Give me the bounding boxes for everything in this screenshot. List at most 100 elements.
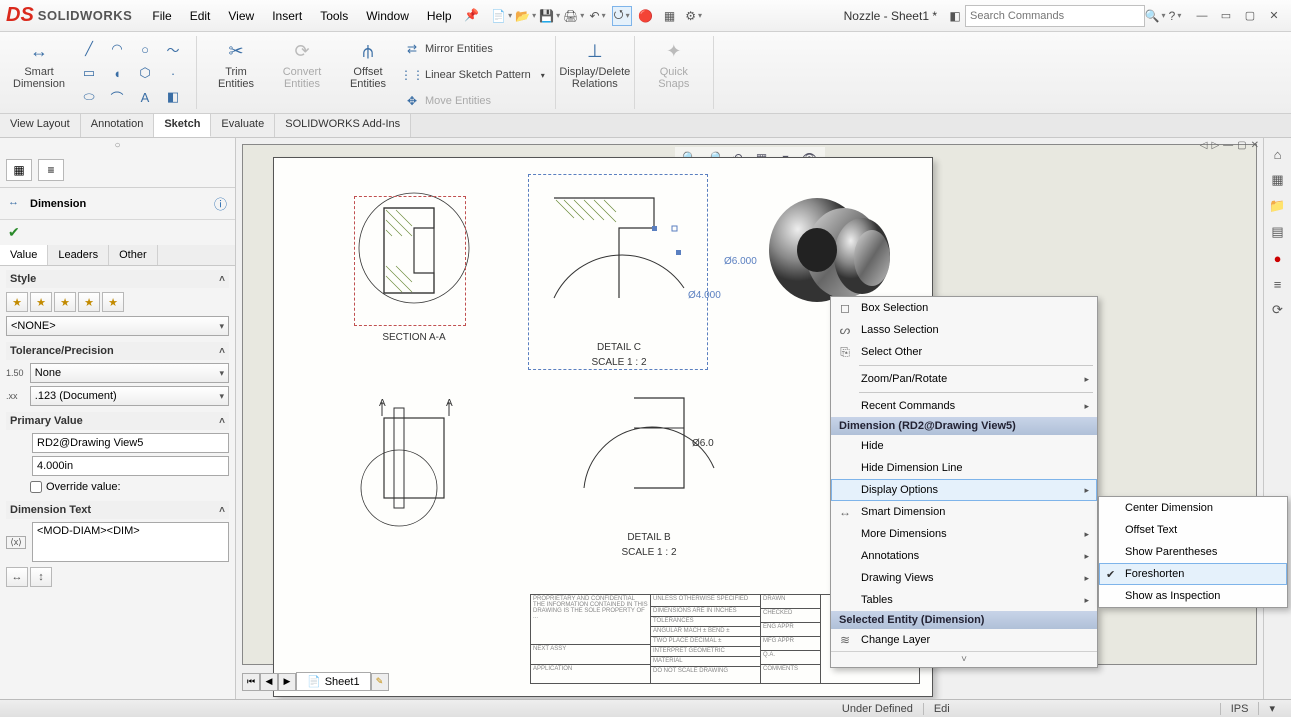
tab-view-layout[interactable]: View Layout xyxy=(0,114,81,137)
dimtext-align-2[interactable]: ↕ xyxy=(30,567,52,587)
library-icon[interactable]: 📁 xyxy=(1268,196,1288,216)
ellipse-tool[interactable]: ⬭ xyxy=(76,86,102,108)
sheet-nav-next[interactable]: ▶ xyxy=(278,673,296,691)
ctx-expand[interactable]: ˅ xyxy=(831,651,1097,667)
style-icon-3[interactable]: ★ xyxy=(54,292,76,312)
panel-help-icon[interactable]: ⓘ xyxy=(214,194,227,213)
text-tool[interactable]: A xyxy=(132,86,158,108)
status-units[interactable]: IPS xyxy=(1220,703,1259,715)
custom-props-icon[interactable]: ≡ xyxy=(1268,274,1288,294)
section-dimtext-header[interactable]: Dimension Text˄ xyxy=(6,501,229,519)
menu-view[interactable]: View xyxy=(220,5,262,27)
open-button[interactable]: 📂 xyxy=(516,6,536,26)
subtab-value[interactable]: Value xyxy=(0,245,48,265)
circle-tool[interactable]: ○ xyxy=(132,38,158,60)
sheet-nav-first[interactable]: ⏮ xyxy=(242,673,260,691)
ctx-hide-dim-line[interactable]: Hide Dimension Line xyxy=(831,457,1097,479)
trim-entities-button[interactable]: ✂ Trim Entities xyxy=(207,38,265,90)
search-input[interactable] xyxy=(970,10,1140,22)
ctx-select-other[interactable]: ⎘Select Other xyxy=(831,341,1097,363)
tab-sketch[interactable]: Sketch xyxy=(154,114,211,137)
menu-window[interactable]: Window xyxy=(358,5,417,27)
mirror-entities-button[interactable]: ⇄Mirror Entities xyxy=(405,38,545,60)
sub-show-inspection[interactable]: Show as Inspection xyxy=(1099,585,1287,607)
pin-icon[interactable]: 📌 xyxy=(462,5,482,25)
mdi-min[interactable]: — xyxy=(1223,140,1233,151)
undo-button[interactable]: ↶ xyxy=(588,6,608,26)
ctx-more-dimensions[interactable]: More Dimensions▸ xyxy=(831,523,1097,545)
mdi-next[interactable]: ▷ xyxy=(1211,140,1219,151)
ctx-recent-commands[interactable]: Recent Commands▸ xyxy=(831,395,1097,417)
smart-dimension-button[interactable]: ↔ Smart Dimension xyxy=(10,38,68,90)
search-target-icon[interactable]: ◧ xyxy=(945,6,965,26)
view-palette-icon[interactable]: ▤ xyxy=(1268,222,1288,242)
spline-tool[interactable]: ～ xyxy=(160,38,186,60)
home-icon[interactable]: ⌂ xyxy=(1268,144,1288,164)
style-icon-4[interactable]: ★ xyxy=(78,292,100,312)
primary-value-field[interactable]: 4.000in xyxy=(32,456,229,476)
print-button[interactable]: 🖨 xyxy=(564,6,584,26)
settings-button[interactable]: ⚙ xyxy=(684,6,704,26)
ctx-hide[interactable]: Hide xyxy=(831,435,1097,457)
subtab-other[interactable]: Other xyxy=(109,245,158,265)
new-button[interactable]: 📄 xyxy=(492,6,512,26)
close-button[interactable]: ✕ xyxy=(1263,6,1285,26)
select-button[interactable]: ⭯ xyxy=(612,6,632,26)
save-button[interactable]: 💾 xyxy=(540,6,560,26)
ctx-annotations[interactable]: Annotations▸ xyxy=(831,545,1097,567)
maximize-button[interactable]: ▢ xyxy=(1239,6,1261,26)
ctx-box-selection[interactable]: ◻Box Selection xyxy=(831,297,1097,319)
mdi-close[interactable]: ✕ xyxy=(1251,140,1259,151)
primary-name-field[interactable]: RD2@Drawing View5 xyxy=(32,433,229,453)
dim-6-000[interactable]: Ø6.000 xyxy=(724,256,757,267)
dim-4-000[interactable]: Ø4.000 xyxy=(688,290,721,301)
arc-tool[interactable]: ◠ xyxy=(104,38,130,60)
ctx-tables[interactable]: Tables▸ xyxy=(831,589,1097,611)
section-aa-view[interactable]: SECTION A-A xyxy=(354,178,474,343)
offset-entities-button[interactable]: ⫛ Offset Entities xyxy=(339,38,397,90)
mdi-prev[interactable]: ◁ xyxy=(1200,140,1208,151)
section-primary-header[interactable]: Primary Value˄ xyxy=(6,412,229,430)
sheet-add[interactable]: ✎ xyxy=(371,673,389,691)
menu-tools[interactable]: Tools xyxy=(312,5,356,27)
dimension-text-field[interactable]: <MOD-DIAM><DIM> xyxy=(32,522,229,562)
override-checkbox[interactable]: Override value: xyxy=(6,479,229,495)
sheet1-tab[interactable]: 📄 Sheet1 xyxy=(296,672,371,691)
rect-tool[interactable]: ▭ xyxy=(76,62,102,84)
sub-show-parentheses[interactable]: Show Parentheses xyxy=(1099,541,1287,563)
ctx-zoom-pan-rotate[interactable]: Zoom/Pan/Rotate▸ xyxy=(831,368,1097,390)
line-tool[interactable]: ╱ xyxy=(76,38,102,60)
dimtext-icon-1[interactable]: ⟨x⟩ xyxy=(6,536,26,549)
tab-annotation[interactable]: Annotation xyxy=(81,114,155,137)
menu-insert[interactable]: Insert xyxy=(264,5,310,27)
menu-edit[interactable]: Edit xyxy=(182,5,219,27)
restore-button[interactable]: ▭ xyxy=(1215,6,1237,26)
sub-center-dimension[interactable]: Center Dimension xyxy=(1099,497,1287,519)
section-style-header[interactable]: Style˄ xyxy=(6,270,229,288)
style-dropdown[interactable]: <NONE> xyxy=(6,316,229,336)
poly-tool[interactable]: ⬡ xyxy=(132,62,158,84)
sub-offset-text[interactable]: Offset Text xyxy=(1099,519,1287,541)
search-commands[interactable] xyxy=(965,5,1145,27)
mdi-max[interactable]: ▢ xyxy=(1237,140,1246,151)
slot-tool[interactable]: ◖ xyxy=(104,62,130,84)
options-button[interactable]: ▦ xyxy=(660,6,680,26)
dimtext-align-1[interactable]: ↔ xyxy=(6,567,28,587)
panel-tab-tree[interactable]: ▦ xyxy=(6,159,32,181)
section-tolerance-header[interactable]: Tolerance/Precision˄ xyxy=(6,342,229,360)
tolerance-type-dropdown[interactable]: None xyxy=(30,363,229,383)
panel-tab-props[interactable]: ≡ xyxy=(38,159,64,181)
point-tool[interactable]: · xyxy=(160,62,186,84)
ctx-display-options[interactable]: Display Options▸ xyxy=(831,479,1097,501)
style-icon-5[interactable]: ★ xyxy=(102,292,124,312)
fillet-tool[interactable]: ⌒ xyxy=(104,86,130,108)
ctx-change-layer[interactable]: ≋Change Layer xyxy=(831,629,1097,651)
panel-ok-button[interactable]: ✔ xyxy=(0,220,235,245)
status-dropdown[interactable]: ▾ xyxy=(1258,702,1285,715)
forum-icon[interactable]: ⟳ xyxy=(1268,300,1288,320)
front-view[interactable]: A A xyxy=(344,388,484,538)
tab-addins[interactable]: SOLIDWORKS Add-Ins xyxy=(275,114,411,137)
style-icon-1[interactable]: ★ xyxy=(6,292,28,312)
detail-c-view[interactable]: DETAIL C SCALE 1 : 2 xyxy=(534,178,704,368)
rebuild-button[interactable]: 🔴 xyxy=(636,6,656,26)
